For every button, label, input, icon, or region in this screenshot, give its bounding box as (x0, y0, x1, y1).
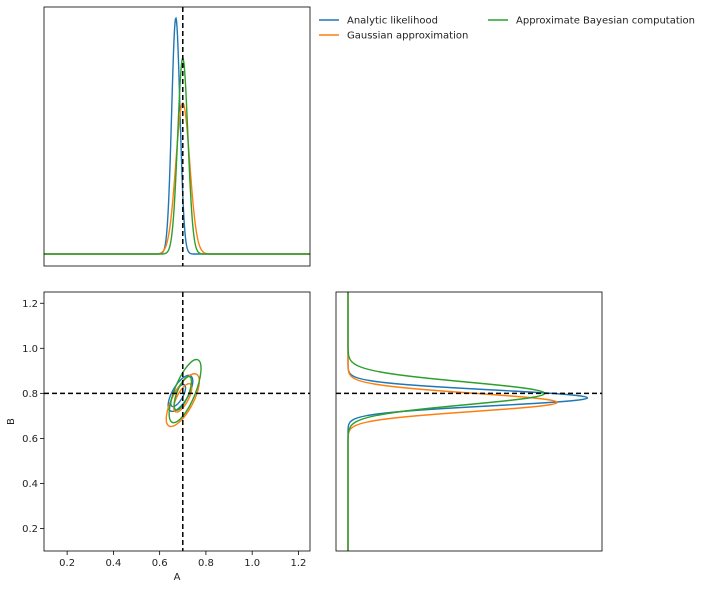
joint-ab-panel: 0.2 0.4 0.6 0.8 1.0 1.2 A 0.2 0.4 0.6 0.8 1.0 1.2 B (6, 291, 311, 583)
joint-frame (43, 291, 311, 552)
y-tick-label-5: 1.2 (22, 299, 38, 310)
legend: Analytic likelihood Gaussian approximatio… (319, 16, 695, 42)
marginal-a-panel (43, 6, 311, 267)
y-tick-label-1: 0.4 (22, 479, 38, 490)
marginal-b-frame (335, 291, 603, 552)
contour-2-0 (168, 358, 202, 424)
legend-label-0: Analytic likelihood (347, 16, 438, 27)
y-tick-label-2: 0.6 (22, 434, 38, 445)
x-tick-label-1: 0.4 (105, 558, 121, 569)
marginal-a-frame (43, 6, 311, 267)
contour-1-0 (165, 373, 201, 428)
x-axis-label: A (174, 572, 181, 583)
marginal-b-panel (335, 291, 603, 552)
y-tick-label-3: 0.8 (22, 389, 38, 400)
contour-2-1 (173, 375, 193, 411)
y-axis-label: B (6, 418, 17, 425)
y-tick-label-4: 1.0 (22, 344, 38, 355)
x-tick-label-5: 1.2 (290, 558, 306, 569)
marginal-b-curve-2 (347, 292, 546, 551)
x-tick-label-3: 0.8 (198, 558, 214, 569)
x-tick-label-4: 1.0 (244, 558, 260, 569)
marginal-a-curve-2 (44, 57, 310, 255)
marginal-b-curve-1 (347, 292, 558, 551)
y-tick-label-0: 0.2 (22, 524, 38, 535)
marginal-b-curve-0 (347, 292, 589, 551)
legend-label-1: Gaussian approximation (347, 31, 468, 42)
x-tick-label-2: 0.6 (152, 558, 168, 569)
contour-1-1 (173, 382, 193, 413)
legend-label-2: Approximate Bayesian computation (516, 16, 695, 27)
x-tick-label-0: 0.2 (59, 558, 75, 569)
marginal-a-curve-1 (44, 102, 310, 255)
